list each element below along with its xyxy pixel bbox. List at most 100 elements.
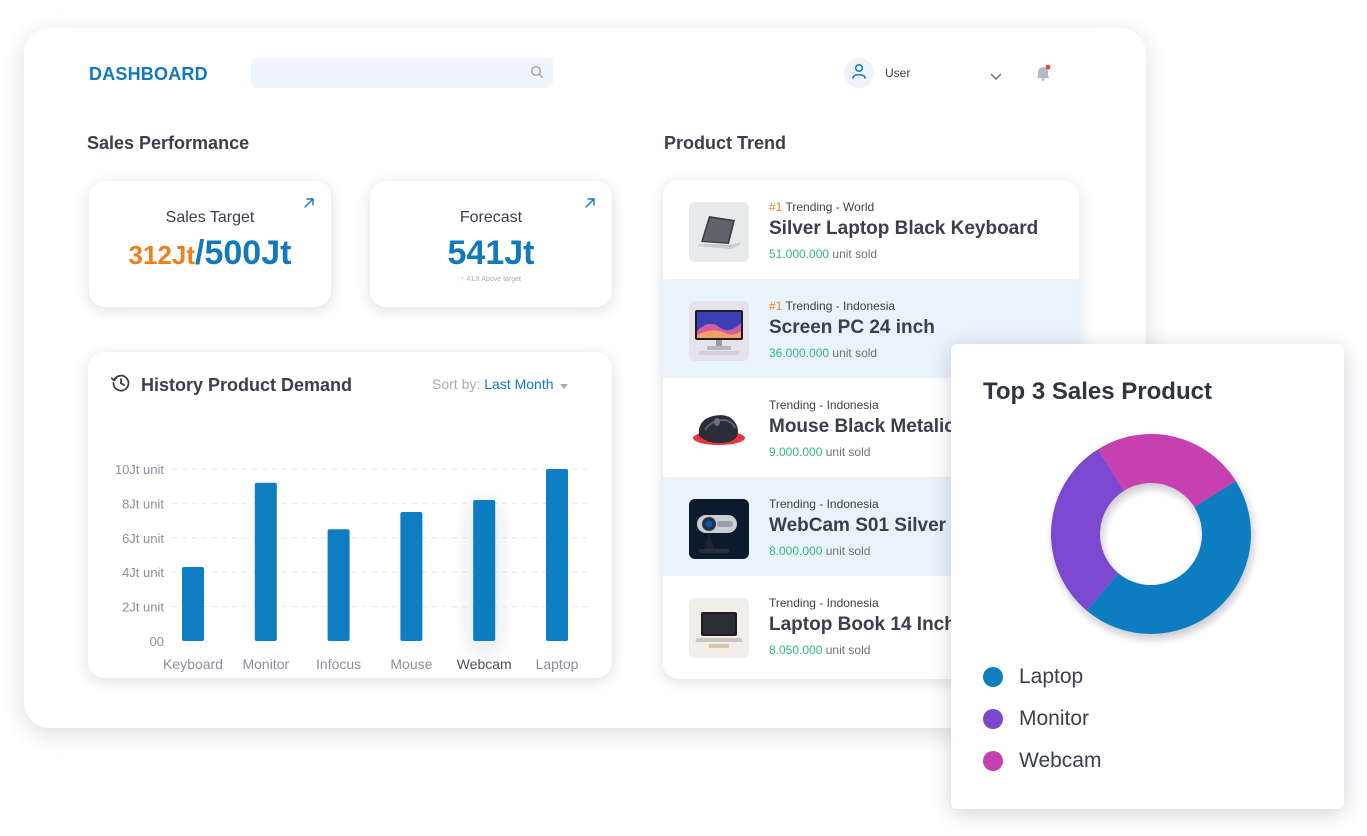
sort-label: Sort by: xyxy=(432,376,481,392)
product-thumbnail xyxy=(689,598,749,658)
legend-dot xyxy=(983,709,1003,729)
trend-scope: Trending - Indonesia xyxy=(769,497,879,511)
donut-slice-webcam[interactable] xyxy=(1098,434,1236,507)
trend-item[interactable]: #1 Trending - Indonesia Screen PC 24 inch… xyxy=(663,279,1079,378)
trend-product-name: WebCam S01 Silver xyxy=(769,515,947,536)
sales-target-label: Sales Target xyxy=(165,209,255,226)
bar-keyboard[interactable] xyxy=(182,567,204,641)
x-tick-label: Laptop xyxy=(536,656,579,672)
search-icon[interactable] xyxy=(530,65,544,84)
trend-rank: Trending - Indonesia xyxy=(769,497,879,511)
trend-product-name: Mouse Black Metalic xyxy=(769,416,955,437)
trend-unit-label: unit sold xyxy=(822,544,871,558)
y-tick-label: 10Jt unit xyxy=(115,462,165,477)
trend-item[interactable]: Trending - Indonesia Laptop Book 14 Inch 8… xyxy=(663,576,1079,675)
trend-scope: Trending - Indonesia xyxy=(769,596,879,610)
legend-dot xyxy=(983,751,1003,771)
trend-rank-number: #1 xyxy=(769,299,783,313)
brand-title: DASHBOARD xyxy=(89,64,208,84)
bar-laptop[interactable] xyxy=(546,469,568,641)
legend-label: Webcam xyxy=(1019,749,1102,772)
trend-units-sold: 36.000.000 unit sold xyxy=(769,346,877,360)
trend-rank: #1 Trending - World xyxy=(769,200,874,214)
trend-units-sold: 8.050.000 unit sold xyxy=(769,643,870,657)
trend-rank: Trending - Indonesia xyxy=(769,596,879,610)
x-tick-label: Keyboard xyxy=(163,656,223,672)
x-tick-label: Mouse xyxy=(390,656,432,672)
forecast-label: Forecast xyxy=(459,209,523,226)
y-tick-label: 8Jt unit xyxy=(122,496,164,511)
x-tick-label: Infocus xyxy=(316,656,361,672)
y-tick-label: 00 xyxy=(150,634,164,649)
y-tick-label: 4Jt unit xyxy=(122,565,164,580)
history-title: History Product Demand xyxy=(141,375,353,395)
chevron-down-icon[interactable] xyxy=(990,68,1002,86)
arrow-up-right-icon[interactable] xyxy=(584,196,596,214)
trend-unit-label: unit sold xyxy=(829,247,878,261)
history-icon xyxy=(110,372,132,399)
trend-item[interactable]: #1 Trending - World Silver Laptop Black K… xyxy=(663,180,1079,279)
sort-value[interactable]: Last Month xyxy=(484,376,554,392)
trend-rank: Trending - Indonesia xyxy=(769,398,879,412)
trend-units-sold: 9.000.000 unit sold xyxy=(769,445,870,459)
donut-slice-monitor[interactable] xyxy=(1051,449,1124,611)
bell-icon[interactable] xyxy=(1034,64,1052,87)
user-menu[interactable]: User xyxy=(844,58,910,88)
trend-scope: Trending - Indonesia xyxy=(782,299,896,313)
bar-monitor[interactable] xyxy=(254,482,277,641)
trend-product-name: Silver Laptop Black Keyboard xyxy=(769,218,1039,239)
donut-slice-laptop[interactable] xyxy=(1086,481,1251,634)
avatar[interactable] xyxy=(844,58,874,88)
product-thumbnail xyxy=(689,499,749,559)
bar-infocus[interactable] xyxy=(327,529,350,641)
legend-item[interactable]: Webcam xyxy=(983,749,1101,773)
trend-units-sold: 51.000.000 unit sold xyxy=(769,247,877,261)
sales-achieved: 312Jt xyxy=(128,240,196,270)
up-arrow-icon: ↑ xyxy=(461,276,467,284)
search-input[interactable] xyxy=(251,58,553,88)
trend-units-sold: 8.000.000 unit sold xyxy=(769,544,870,558)
forecast-value: 541Jt xyxy=(447,234,535,272)
trend-product-name: Laptop Book 14 Inch xyxy=(769,614,956,635)
demand-bar-chart: 10Jt unit 8Jt unit 6Jt unit 4Jt unit 2Jt uni… xyxy=(115,462,588,672)
caret-down-icon[interactable] xyxy=(559,376,568,392)
legend-item[interactable]: Monitor xyxy=(983,707,1089,731)
sales-performance-title: Sales Performance xyxy=(87,133,250,153)
trend-quantity: 36.000.000 xyxy=(769,346,830,360)
trend-scope: Trending - World xyxy=(782,200,875,214)
legend-item[interactable]: Laptop xyxy=(983,665,1083,689)
sales-target-total: /500Jt xyxy=(195,234,292,272)
trend-quantity: 9.000.000 xyxy=(769,445,823,459)
trend-quantity: 8.000.000 xyxy=(769,544,823,558)
forecast-note-text: 41Jt Above target xyxy=(466,276,521,284)
trend-quantity: 51.000.000 xyxy=(769,247,830,261)
product-thumbnail xyxy=(689,400,749,460)
donut-ring xyxy=(1051,434,1251,634)
trend-scope: Trending - Indonesia xyxy=(769,398,879,412)
trend-item[interactable]: Trending - Indonesia Mouse Black Metalic 9… xyxy=(663,378,1079,477)
sort-dropdown[interactable]: Sort by: Last Month xyxy=(432,376,568,392)
product-thumbnail xyxy=(689,301,749,361)
y-tick-label: 6Jt unit xyxy=(122,531,164,546)
x-tick-label: Monitor xyxy=(242,656,289,672)
trend-unit-label: unit sold xyxy=(822,445,871,459)
sales-target-card[interactable]: Sales Target 312Jt/500Jt xyxy=(89,181,331,307)
forecast-card[interactable]: Forecast 541Jt ↑ 41Jt Above target xyxy=(370,181,612,307)
top-sales-title: Top 3 Sales Product xyxy=(983,378,1212,405)
bar-webcam[interactable] xyxy=(473,499,496,641)
bar-mouse[interactable] xyxy=(400,512,423,641)
legend-dot xyxy=(983,667,1003,687)
product-trend-title: Product Trend xyxy=(664,133,787,153)
trend-quantity: 8.050.000 xyxy=(769,643,823,657)
trend-product-name: Screen PC 24 inch xyxy=(769,317,935,338)
arrow-up-right-icon[interactable] xyxy=(303,196,315,214)
top-sales-card: Top 3 Sales Product Laptop Monitor Webcam xyxy=(951,344,1344,809)
history-card: History Product Demand Sort by: Last Mon… xyxy=(88,352,612,678)
trend-rank: #1 Trending - Indonesia xyxy=(769,299,895,313)
legend-label: Monitor xyxy=(1019,707,1090,730)
trend-unit-label: unit sold xyxy=(822,643,871,657)
x-tick-label: Webcam xyxy=(457,656,512,672)
trend-unit-label: unit sold xyxy=(829,346,878,360)
trend-rank-number: #1 xyxy=(769,200,783,214)
user-icon xyxy=(850,62,868,85)
